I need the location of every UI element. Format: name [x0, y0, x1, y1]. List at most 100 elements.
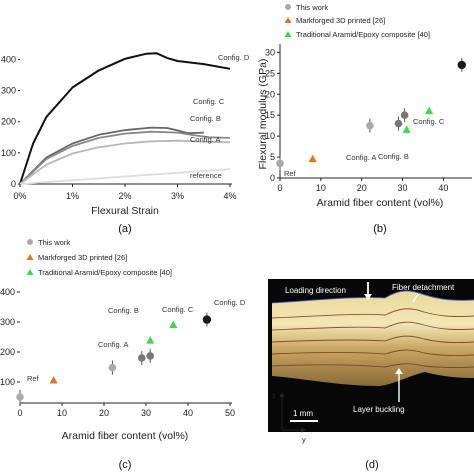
- data-point: [138, 354, 146, 362]
- data-point: [146, 336, 155, 344]
- y-tick-label: 400: [1, 54, 16, 64]
- x-tick-label: 0%: [13, 191, 26, 201]
- curve-config-b: [19, 130, 231, 185]
- loading-direction-label: Loading direction: [285, 286, 346, 295]
- data-point: [202, 315, 212, 324]
- legend-marker-markforged: [284, 17, 292, 23]
- panel-b-annotation-c: Config. C: [413, 117, 445, 126]
- scale-bar-label: 1 mm: [293, 409, 313, 418]
- panel-b-annotation-a: Config. A: [346, 153, 376, 162]
- layer-buckling-arrow-head: [395, 368, 403, 374]
- panel-a-annotation-c: Config. C: [193, 97, 225, 106]
- x-tick-label: 2%: [118, 191, 131, 201]
- specimen-top-edge: [271, 290, 474, 304]
- photo-axes: z y: [272, 391, 306, 444]
- x-tick-label: 30: [141, 408, 151, 418]
- data-point: [108, 363, 117, 372]
- x-tick-label: 40: [438, 183, 448, 193]
- legend-marker-this-work: [27, 239, 33, 245]
- legend-label-markforged: Markforged 3D printed [26]: [296, 16, 385, 25]
- legend-label-traditional: Traditional Aramid/Epoxy composite [40]: [38, 268, 172, 277]
- y-tick-label: 15: [265, 110, 275, 120]
- data-point: [146, 352, 154, 360]
- legend-label-this-work: This work: [296, 3, 328, 12]
- panel-d-photo: Loading direction Fiber detachment Layer…: [268, 279, 474, 432]
- fiber-detachment-label: Fiber detachment: [392, 283, 455, 292]
- y-tick-label: 10: [265, 131, 275, 141]
- legend-label-traditional: Traditional Aramid/Epoxy composite [40]: [296, 30, 430, 39]
- x-tick-label: 20: [357, 183, 367, 193]
- data-point: [366, 121, 374, 130]
- panel-a-annotation-b: Config. B: [190, 114, 221, 123]
- panel-b-xlabel: Aramid fiber content (vol%): [317, 197, 444, 209]
- legend-label-this-work: This work: [38, 238, 70, 247]
- panel-c-legend: This work Markforged 3D printed [26] Tra…: [26, 238, 172, 277]
- x-tick-label: 10: [57, 408, 67, 418]
- data-point: [49, 376, 58, 384]
- z-axis-arrow-head: [279, 392, 285, 397]
- data-point: [16, 393, 24, 401]
- panel-a-chart: 0% 1% 2% 3% 4% 0 100 200 300 400 Flexural Strain…: [1, 52, 250, 235]
- legend-marker-traditional: [26, 269, 34, 275]
- panel-b-legend: This work Markforged 3D printed [26] Tra…: [284, 3, 430, 39]
- x-tick-label: 4%: [223, 191, 236, 201]
- legend-label-markforged: Markforged 3D printed [26]: [38, 253, 127, 262]
- y-axis-label: y: [302, 435, 306, 444]
- legend-marker-this-work: [285, 4, 291, 10]
- panel-d-label: (d): [365, 459, 378, 471]
- curve-reference: [19, 168, 231, 185]
- data-point: [457, 60, 466, 70]
- y-tick-label: 300: [0, 317, 15, 327]
- composite-specimen: [272, 291, 474, 386]
- y-tick-label: 0: [11, 179, 16, 189]
- panel-c-annotation-d: Config. D: [214, 298, 246, 307]
- y-tick-label: 100: [1, 148, 16, 158]
- x-tick-label: 50: [225, 408, 235, 418]
- x-tick-label: 1%: [66, 191, 79, 201]
- y-tick-label: 300: [1, 86, 16, 96]
- panel-a-annotation-a: Config. A: [190, 135, 220, 144]
- x-tick-label: 20: [99, 408, 109, 418]
- panel-a-annotation-d: Config. D: [218, 53, 250, 62]
- panel-c-annotation-c: Config. C: [162, 305, 194, 314]
- layer-buckling-label: Layer buckling: [353, 405, 405, 414]
- data-point: [402, 125, 411, 133]
- specimen-layers: [271, 308, 474, 369]
- panel-b-annotation-b: Config. B: [378, 152, 409, 161]
- y-tick-label: 400: [0, 287, 15, 297]
- panel-a-annotation-reference: reference: [190, 171, 222, 180]
- panel-c-annotation-a: Config. A: [98, 340, 128, 349]
- y-tick-label: 200: [0, 347, 15, 357]
- fiber-detachment-arrow: [412, 293, 419, 303]
- y-tick-label: 20: [265, 89, 275, 99]
- legend-marker-traditional: [284, 31, 292, 37]
- panel-c-chart: This work Markforged 3D printed [26] Tra…: [0, 238, 246, 471]
- data-point: [308, 154, 317, 163]
- panel-a-xlabel: Flexural Strain: [91, 205, 159, 217]
- legend-marker-markforged: [26, 254, 34, 260]
- panel-c-annotation-b: Config. B: [108, 306, 139, 315]
- curve-config-c: [19, 126, 204, 185]
- x-tick-label: 3%: [171, 191, 184, 201]
- y-tick-label: 30: [265, 47, 275, 57]
- panel-b-annotation-ref: Ref: [284, 169, 297, 178]
- y-tick-label: 5: [270, 152, 275, 162]
- panel-c-xlabel: Aramid fiber content (vol%): [62, 430, 189, 442]
- y-tick-label: 100: [0, 377, 15, 387]
- y-axis-arrow-head: [301, 427, 306, 433]
- x-tick-label: 30: [398, 183, 408, 193]
- loading-arrow-head: [364, 294, 372, 300]
- curve-config-d: [19, 52, 231, 185]
- x-tick-label: 0: [17, 408, 22, 418]
- x-tick-label: 0: [277, 183, 282, 193]
- x-tick-label: 10: [316, 183, 326, 193]
- z-axis-label: z: [272, 391, 276, 400]
- panel-c-annotation-ref: Ref: [27, 374, 40, 383]
- y-tick-label: 200: [1, 117, 16, 127]
- data-point: [400, 111, 409, 119]
- panel-c-label: (c): [119, 459, 132, 471]
- panel-b-chart: This work Markforged 3D printed [26] Tra…: [257, 3, 472, 235]
- data-point: [425, 106, 434, 114]
- panel-b-label: (b): [373, 223, 386, 235]
